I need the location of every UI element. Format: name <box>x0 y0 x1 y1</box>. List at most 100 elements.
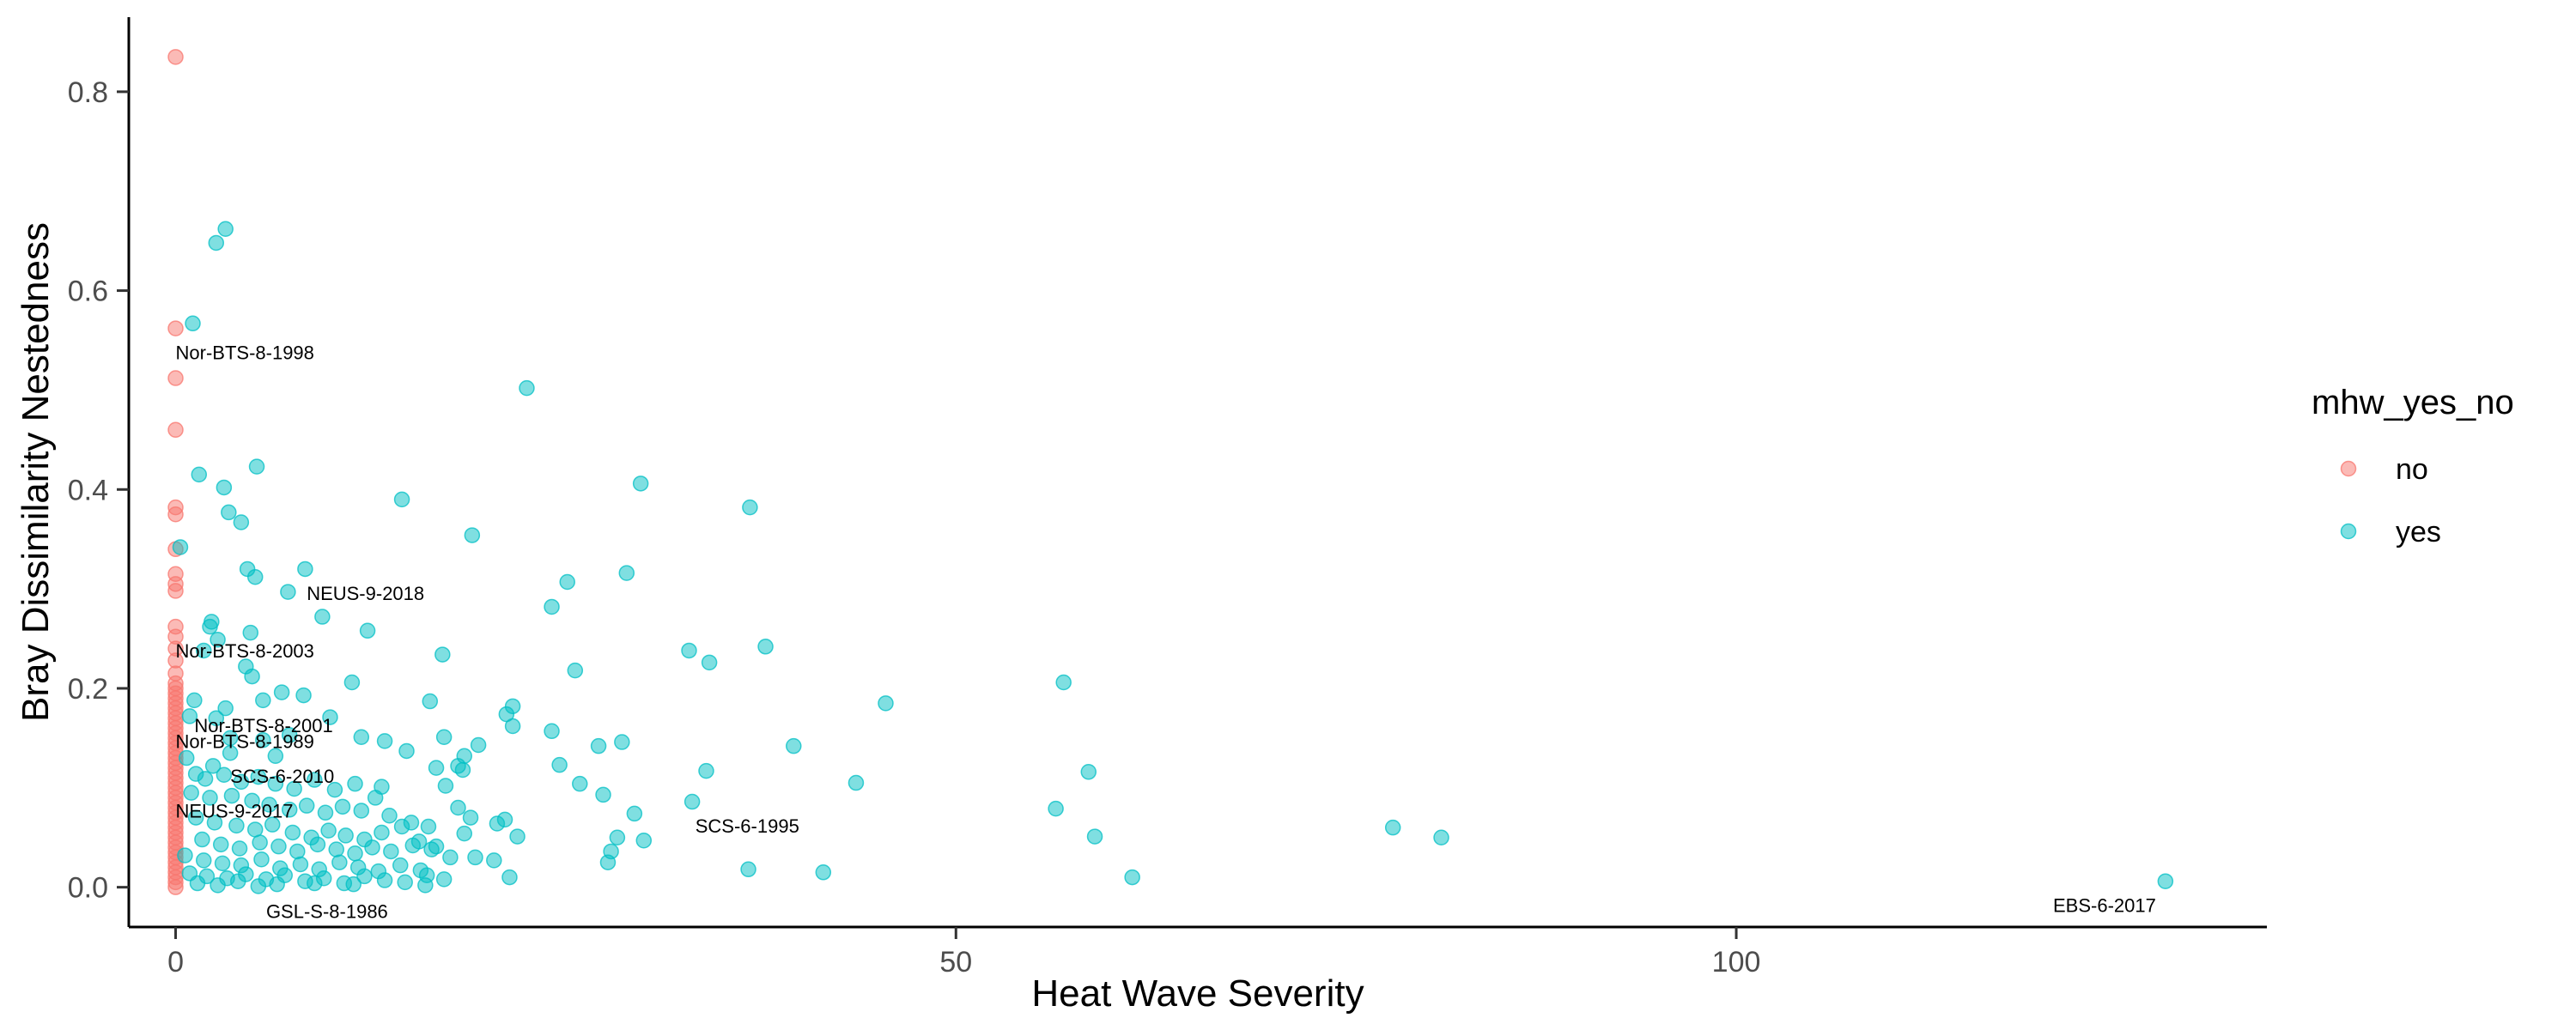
data-point-yes <box>223 787 240 804</box>
point-annotation: NEUS-9-2017 <box>176 800 294 821</box>
data-point-yes <box>398 742 415 760</box>
data-point-yes <box>376 872 393 888</box>
data-point-yes <box>328 841 344 857</box>
data-point-yes <box>231 840 248 857</box>
data-point-yes <box>221 504 237 521</box>
data-point-yes <box>202 618 218 635</box>
y-tick-label: 0.2 <box>68 673 108 706</box>
data-point-yes <box>212 836 229 853</box>
data-point-yes <box>210 631 226 648</box>
legend: mhw_yes_no no yes <box>2312 384 2514 548</box>
data-point-yes <box>244 792 260 809</box>
data-point-yes <box>281 802 298 818</box>
data-point-yes <box>392 857 409 874</box>
data-point-yes <box>331 854 348 870</box>
data-point-yes <box>337 827 354 844</box>
point-annotation: NEUS-9-2018 <box>307 583 424 604</box>
data-point-yes <box>177 847 193 863</box>
data-point-yes <box>683 793 701 810</box>
data-point-yes <box>286 780 302 797</box>
data-point-yes <box>317 804 334 821</box>
data-point-yes <box>281 727 298 743</box>
x-axis-ticks: 0 50 100 <box>167 927 1760 978</box>
data-point-yes <box>172 539 189 555</box>
data-point-yes <box>216 766 233 784</box>
data-point-no <box>167 370 184 386</box>
data-point-yes <box>253 851 270 868</box>
data-point-yes <box>428 760 445 776</box>
data-point-yes <box>347 845 363 862</box>
data-point-yes <box>229 873 246 889</box>
data-point-yes <box>467 849 483 866</box>
x-axis-title: Heat Wave Severity <box>1031 972 1364 1015</box>
data-point-yes <box>434 646 451 663</box>
data-point-yes <box>210 877 226 894</box>
data-point-yes <box>195 852 212 869</box>
data-point-yes <box>359 622 376 639</box>
data-point-yes <box>233 514 250 530</box>
data-point-yes <box>614 734 630 750</box>
y-tick-label: 0.4 <box>68 474 108 506</box>
data-point-yes <box>1086 828 1103 845</box>
data-point-yes <box>381 808 398 824</box>
data-point-yes <box>572 775 588 792</box>
data-point-yes <box>551 756 568 773</box>
data-point-yes <box>244 668 260 685</box>
legend-label-no: no <box>2396 453 2428 486</box>
data-point-yes <box>267 775 284 792</box>
data-point-yes <box>347 775 363 792</box>
data-point-yes <box>353 803 370 819</box>
data-point-yes <box>367 790 384 806</box>
data-point-yes <box>343 674 361 691</box>
data-point-yes <box>202 790 218 806</box>
point-annotation: SCS-6-1995 <box>696 815 799 837</box>
data-point-yes <box>423 841 440 857</box>
data-point-yes <box>454 761 471 779</box>
data-point-yes <box>397 874 413 891</box>
data-point-yes <box>284 824 301 841</box>
x-tick-label: 0 <box>167 946 184 978</box>
data-point-yes <box>470 736 487 754</box>
data-point-yes <box>501 869 518 886</box>
data-point-yes <box>374 824 390 841</box>
data-point-yes <box>185 315 201 332</box>
data-point-yes <box>486 852 502 869</box>
data-point-yes <box>222 745 239 761</box>
data-point-yes <box>195 642 212 659</box>
data-point-yes <box>208 234 225 251</box>
y-axis-title: Bray Dissimilarity Nestedness <box>15 222 57 722</box>
data-point-yes <box>1055 674 1072 691</box>
data-point-yes <box>217 700 234 717</box>
x-tick-label: 50 <box>939 946 972 978</box>
data-point-yes <box>292 856 309 873</box>
data-point-yes <box>264 816 281 833</box>
data-point-yes <box>595 786 611 803</box>
data-point-yes <box>420 818 437 835</box>
legend-key-no <box>2340 460 2357 477</box>
data-point-yes <box>187 809 204 826</box>
data-point-yes <box>626 805 643 822</box>
data-point-yes <box>326 781 343 798</box>
data-point-yes <box>786 737 802 754</box>
data-point-yes <box>334 798 351 815</box>
data-point-yes <box>544 598 560 615</box>
data-point-yes <box>1384 819 1401 836</box>
data-point-yes <box>233 773 250 791</box>
data-point-yes <box>267 748 284 764</box>
data-point-yes <box>1124 869 1140 886</box>
data-point-yes <box>248 458 265 475</box>
point-annotation: Nor-BTS-8-2003 <box>176 640 314 662</box>
x-tick-label: 100 <box>1712 946 1761 978</box>
point-annotation: Nor-BTS-8-2001 <box>194 715 332 736</box>
data-point-yes <box>701 654 718 671</box>
data-point-yes <box>815 864 832 881</box>
data-point-yes <box>178 749 195 766</box>
data-point-yes <box>567 662 584 679</box>
data-point-yes <box>214 855 231 872</box>
data-point-yes <box>345 876 361 893</box>
data-point-yes <box>320 822 337 839</box>
legend-key-yes <box>2340 523 2357 540</box>
data-point-yes <box>295 687 312 704</box>
